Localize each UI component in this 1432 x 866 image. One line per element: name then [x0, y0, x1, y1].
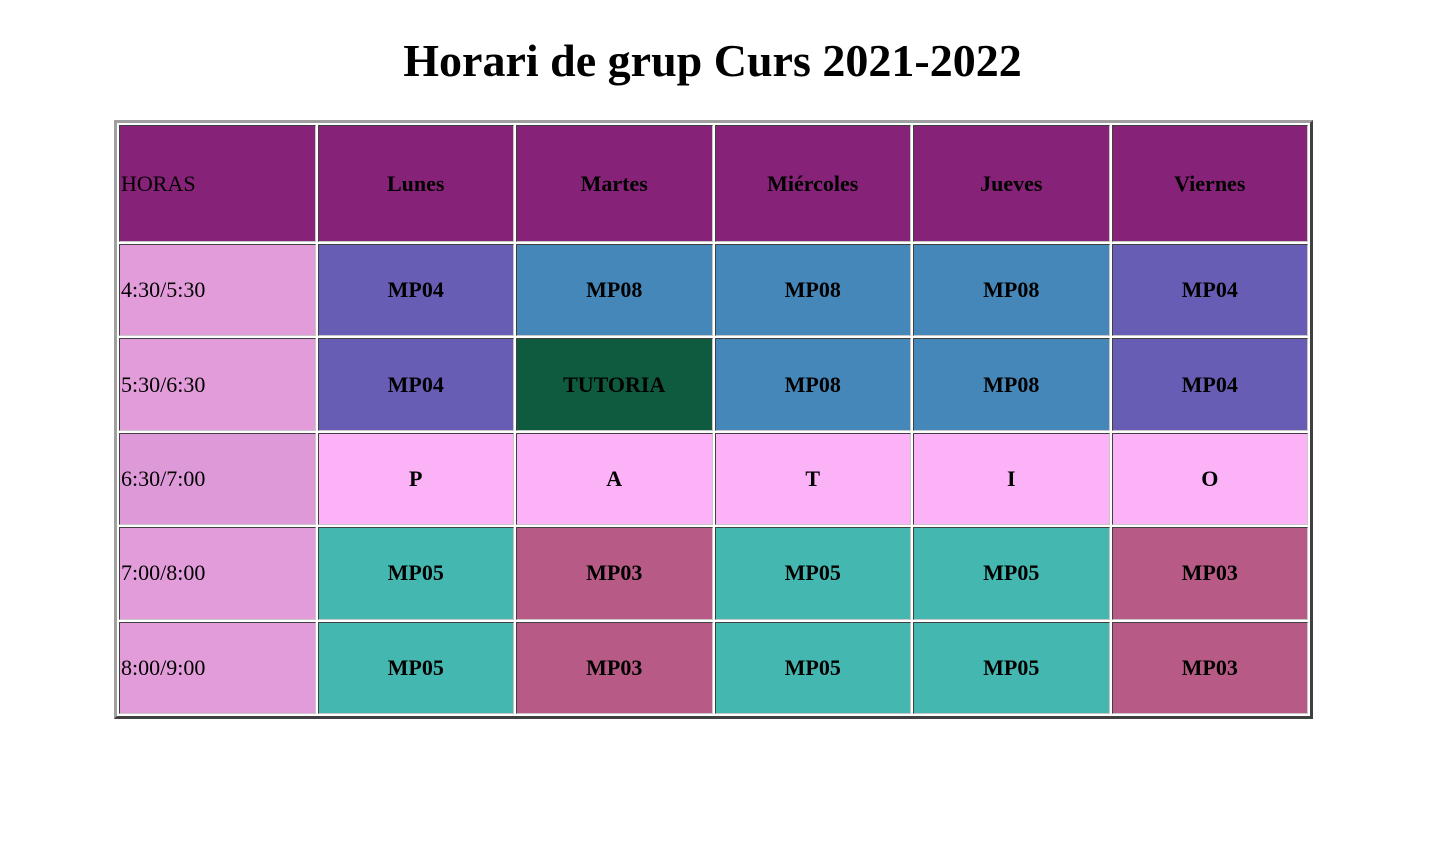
hour-cell: 7:00/8:00: [119, 527, 316, 620]
class-slot: MP08: [714, 244, 911, 337]
class-slot: MP05: [714, 621, 911, 714]
class-slot: MP08: [714, 338, 911, 431]
day-header-jueves: Jueves: [913, 125, 1110, 242]
hour-cell: 8:00/9:00: [119, 621, 316, 714]
class-slot: MP05: [913, 621, 1110, 714]
break-row: 6:30/7:00 P A T I O: [119, 432, 1308, 526]
table-row: 7:00/8:00 MP05 MP03 MP05 MP05 MP03: [119, 527, 1308, 620]
class-slot: MP05: [913, 527, 1110, 620]
class-slot: MP05: [714, 527, 911, 620]
schedule-table: HORAS Lunes Martes Miércoles Jueves Vier…: [114, 120, 1313, 719]
class-slot: MP08: [516, 244, 713, 337]
tutoria-slot: TUTORIA: [516, 338, 713, 431]
hours-header: HORAS: [119, 125, 316, 242]
class-slot: MP05: [317, 621, 514, 714]
patio-letter: A: [516, 432, 713, 526]
patio-letter: O: [1111, 432, 1308, 526]
class-slot: MP03: [516, 527, 713, 620]
class-slot: MP04: [317, 338, 514, 431]
patio-letter: I: [913, 432, 1110, 526]
hour-cell: 6:30/7:00: [119, 432, 316, 526]
class-slot: MP08: [913, 338, 1110, 431]
class-slot: MP03: [1111, 621, 1308, 714]
header-row: HORAS Lunes Martes Miércoles Jueves Vier…: [119, 125, 1308, 242]
table-row: 4:30/5:30 MP04 MP08 MP08 MP08 MP04: [119, 244, 1308, 337]
class-slot: MP05: [317, 527, 514, 620]
class-slot: MP03: [516, 621, 713, 714]
class-slot: MP04: [1111, 244, 1308, 337]
class-slot: MP04: [317, 244, 514, 337]
day-header-viernes: Viernes: [1111, 125, 1308, 242]
day-header-martes: Martes: [516, 125, 713, 242]
day-header-miercoles: Miércoles: [714, 125, 911, 242]
hour-cell: 4:30/5:30: [119, 244, 316, 337]
patio-letter: P: [317, 432, 514, 526]
table-row: 5:30/6:30 MP04 TUTORIA MP08 MP08 MP04: [119, 338, 1308, 431]
page-title: Horari de grup Curs 2021-2022: [403, 35, 1022, 86]
table-row: 8:00/9:00 MP05 MP03 MP05 MP05 MP03: [119, 621, 1308, 714]
hour-cell: 5:30/6:30: [119, 338, 316, 431]
class-slot: MP08: [913, 244, 1110, 337]
patio-letter: T: [714, 432, 911, 526]
class-slot: MP04: [1111, 338, 1308, 431]
class-slot: MP03: [1111, 527, 1308, 620]
day-header-lunes: Lunes: [317, 125, 514, 242]
